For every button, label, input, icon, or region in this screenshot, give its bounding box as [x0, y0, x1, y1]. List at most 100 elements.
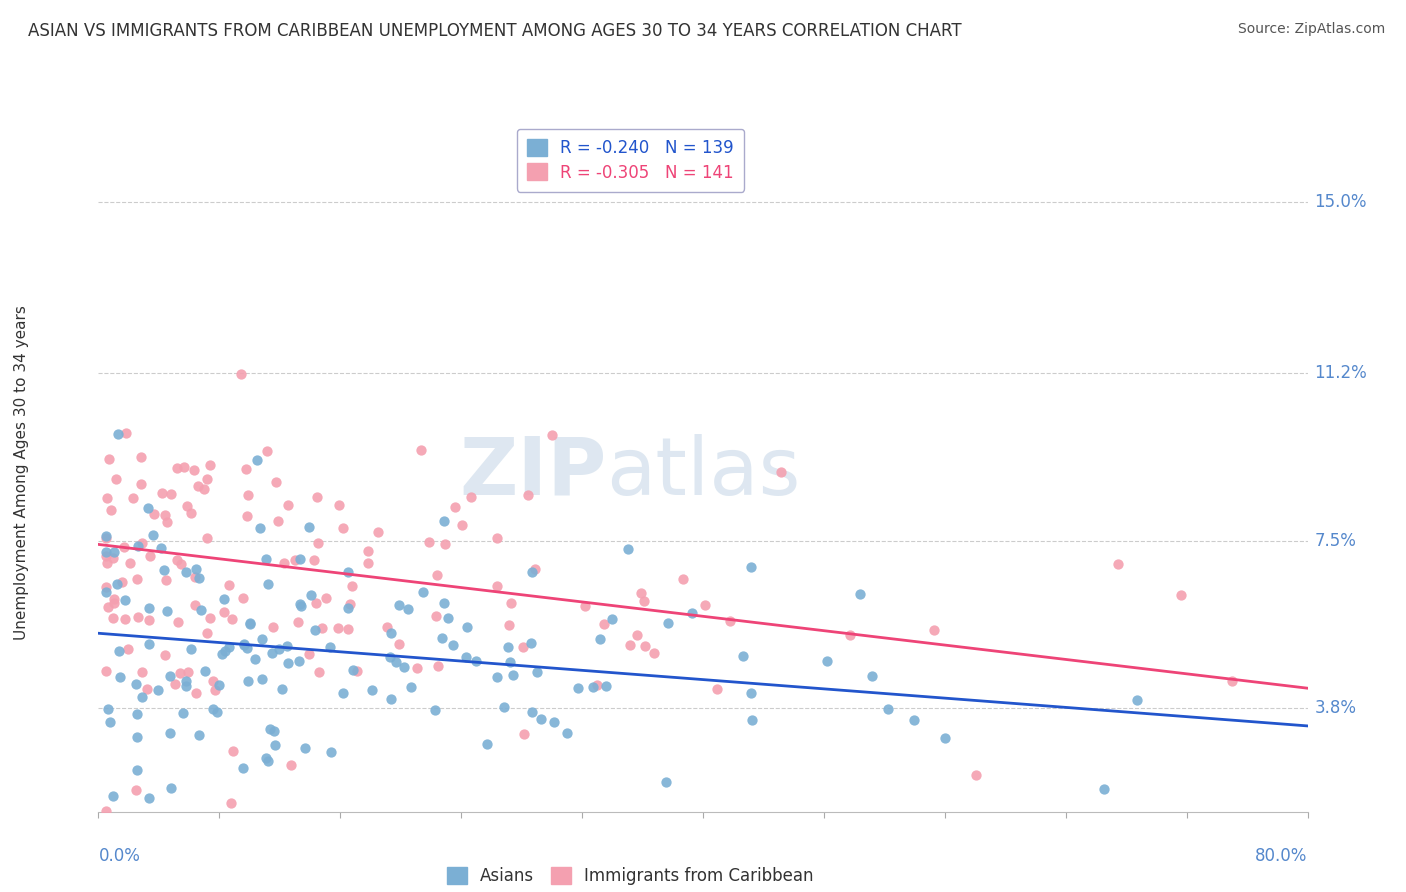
- Point: [169, 666, 191, 681]
- Point: [498, 617, 520, 632]
- Point: [654, 775, 676, 789]
- Point: [460, 491, 482, 505]
- Point: [485, 670, 508, 684]
- Point: [156, 516, 179, 530]
- Point: [174, 674, 197, 689]
- Point: [433, 514, 456, 528]
- Point: [114, 593, 136, 607]
- Point: [148, 682, 170, 697]
- Point: [849, 587, 872, 601]
- Point: [127, 763, 149, 777]
- Point: [494, 699, 516, 714]
- Point: [125, 573, 148, 587]
- Point: [342, 579, 364, 593]
- Point: [396, 602, 419, 616]
- Point: [222, 744, 245, 758]
- Point: [122, 491, 145, 505]
- Point: [582, 681, 605, 695]
- Point: [100, 502, 122, 516]
- Point: [934, 731, 956, 745]
- Point: [294, 741, 316, 756]
- Point: [138, 791, 160, 805]
- Point: [271, 681, 294, 696]
- Point: [183, 569, 205, 583]
- Point: [305, 596, 328, 610]
- Point: [250, 632, 273, 646]
- Point: [101, 611, 124, 625]
- Point: [326, 621, 349, 635]
- Point: [839, 628, 862, 642]
- Point: [426, 659, 449, 673]
- Point: [512, 640, 534, 654]
- Point: [437, 611, 460, 625]
- Point: [155, 648, 177, 662]
- Point: [180, 506, 202, 520]
- Point: [337, 565, 360, 579]
- Point: [477, 738, 499, 752]
- Point: [520, 705, 543, 719]
- Point: [193, 482, 215, 496]
- Point: [425, 609, 447, 624]
- Point: [815, 654, 838, 668]
- Point: [357, 556, 380, 570]
- Point: [526, 665, 548, 679]
- Point: [94, 532, 117, 546]
- Point: [239, 616, 262, 631]
- Point: [588, 632, 610, 646]
- Point: [94, 585, 117, 599]
- Point: [97, 600, 120, 615]
- Point: [103, 789, 125, 804]
- Point: [105, 472, 128, 486]
- Point: [165, 677, 187, 691]
- Point: [718, 614, 741, 628]
- Point: [1107, 557, 1129, 571]
- Point: [177, 665, 200, 679]
- Point: [273, 556, 295, 570]
- Point: [465, 654, 488, 668]
- Point: [367, 524, 389, 539]
- Point: [332, 686, 354, 700]
- Point: [245, 652, 267, 666]
- Point: [451, 518, 474, 533]
- Point: [249, 521, 271, 535]
- Point: [276, 639, 298, 653]
- Point: [173, 459, 195, 474]
- Point: [794, 827, 817, 841]
- Point: [236, 508, 259, 523]
- Point: [239, 616, 262, 631]
- Point: [136, 501, 159, 516]
- Point: [741, 713, 763, 727]
- Point: [166, 461, 188, 475]
- Point: [200, 458, 222, 473]
- Point: [619, 638, 641, 652]
- Point: [630, 585, 652, 599]
- Point: [308, 665, 330, 680]
- Point: [259, 722, 281, 736]
- Point: [626, 628, 648, 642]
- Point: [152, 486, 174, 500]
- Point: [502, 667, 524, 681]
- Point: [235, 462, 257, 476]
- Point: [246, 453, 269, 467]
- Point: [297, 648, 319, 662]
- Text: 0.0%: 0.0%: [98, 847, 141, 865]
- Point: [214, 591, 236, 606]
- Point: [138, 637, 160, 651]
- Point: [595, 680, 617, 694]
- Point: [98, 714, 121, 729]
- Point: [315, 591, 337, 605]
- Point: [112, 540, 135, 554]
- Point: [184, 598, 207, 612]
- Point: [380, 691, 402, 706]
- Point: [288, 552, 311, 566]
- Point: [600, 612, 623, 626]
- Point: [277, 498, 299, 512]
- Point: [262, 620, 284, 634]
- Point: [105, 577, 128, 591]
- Point: [695, 598, 717, 612]
- Point: [221, 612, 243, 626]
- Point: [111, 574, 134, 589]
- Point: [256, 755, 278, 769]
- Point: [516, 488, 538, 502]
- Point: [202, 674, 225, 689]
